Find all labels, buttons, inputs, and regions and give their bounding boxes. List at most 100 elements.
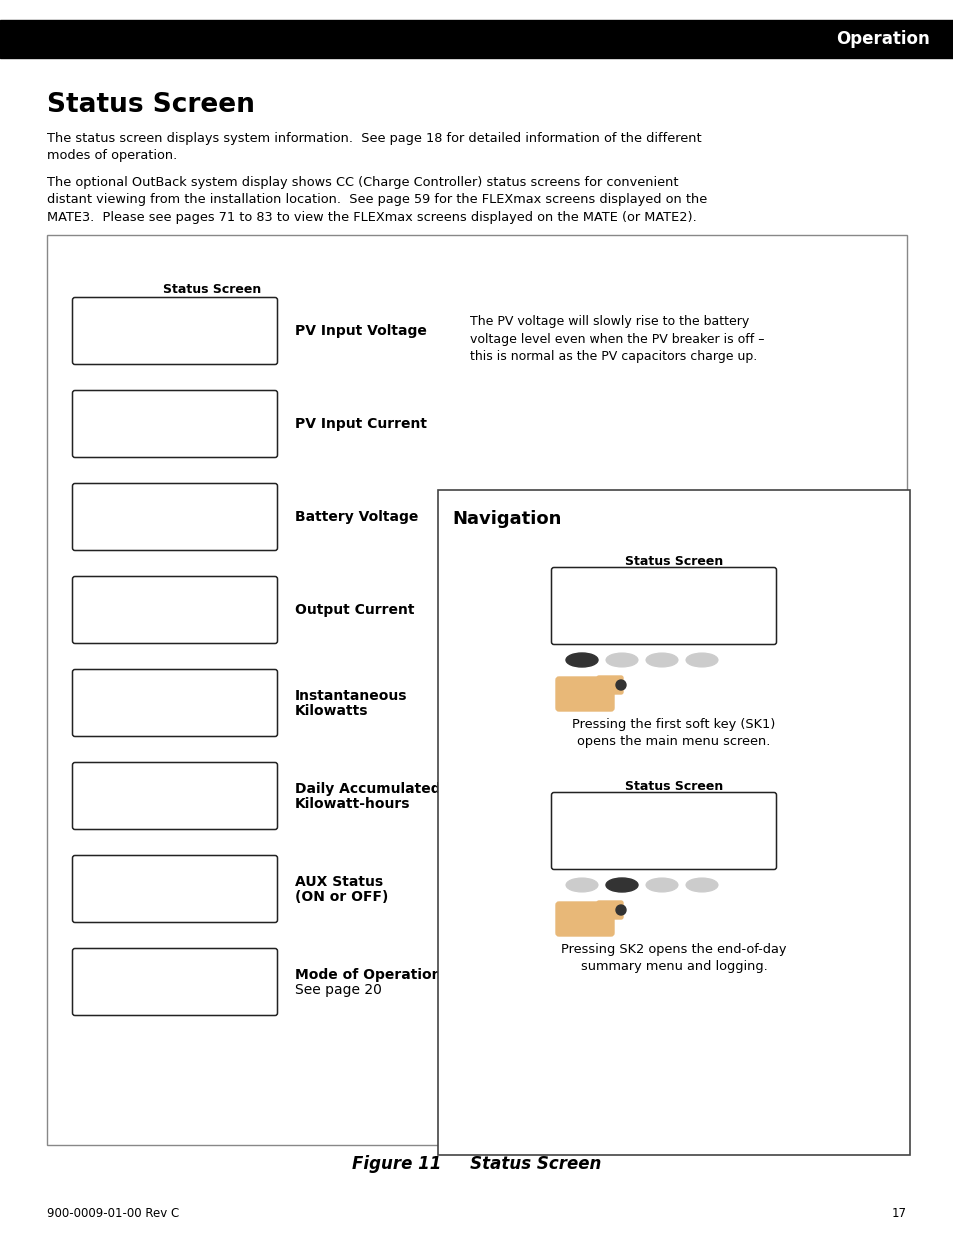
Ellipse shape (565, 653, 598, 667)
Text: 0.0 kWH: 0.0 kWH (194, 990, 236, 1000)
Text: AUX: OFF: AUX: OFF (567, 632, 614, 642)
Text: 0.0 A: 0.0 A (685, 824, 715, 834)
Text: 11.6V: 11.6V (131, 310, 161, 321)
Text: 0.0 kWH: 0.0 kWH (685, 840, 726, 851)
FancyBboxPatch shape (72, 948, 277, 1015)
Ellipse shape (685, 653, 718, 667)
Text: 0.0 A: 0.0 A (194, 776, 225, 785)
FancyBboxPatch shape (556, 677, 614, 711)
Text: Battery Voltage: Battery Voltage (294, 510, 418, 524)
Text: Out: Out (87, 976, 105, 986)
FancyBboxPatch shape (72, 577, 277, 643)
Text: In: In (87, 776, 99, 785)
Text: In: In (87, 496, 99, 506)
Text: In: In (567, 582, 578, 593)
Text: The status screen displays system information.  See page 18 for detailed informa: The status screen displays system inform… (47, 132, 700, 163)
FancyBboxPatch shape (597, 676, 622, 694)
FancyBboxPatch shape (72, 390, 277, 457)
Text: AUX: OFF: AUX: OFF (87, 911, 135, 921)
Text: Figure 11     Status Screen: Figure 11 Status Screen (352, 1155, 601, 1173)
FancyBboxPatch shape (72, 856, 277, 923)
Text: 13.8V: 13.8V (131, 325, 161, 335)
Text: The PV voltage will slowly rise to the battery
voltage level even when the PV br: The PV voltage will slowly rise to the b… (470, 315, 763, 363)
Text: In: In (87, 589, 99, 599)
Text: AUX: OFF: AUX: OFF (87, 446, 135, 456)
FancyBboxPatch shape (47, 235, 906, 1145)
Ellipse shape (616, 680, 625, 690)
Text: In: In (87, 310, 99, 321)
Text: In: In (87, 868, 99, 878)
Ellipse shape (565, 878, 598, 892)
Text: 0.0 kWH: 0.0 kWH (194, 897, 236, 906)
FancyBboxPatch shape (556, 902, 614, 936)
Text: Status Screen: Status Screen (163, 283, 261, 296)
Text: 13.8V: 13.8V (615, 599, 644, 609)
Text: Out: Out (87, 697, 105, 706)
Text: AUX: OFF: AUX: OFF (87, 725, 135, 735)
Text: Sleeping: Sleeping (194, 446, 243, 456)
Text: 0.0 A: 0.0 A (194, 310, 225, 321)
Text: AUX: OFF: AUX: OFF (87, 540, 135, 550)
Text: 13.8V: 13.8V (615, 824, 644, 834)
Text: 0.0 kWH: 0.0 kWH (194, 340, 236, 350)
Text: 13.8V: 13.8V (131, 883, 161, 893)
Text: 11.6V: 11.6V (615, 582, 644, 593)
Text: 0.0 A: 0.0 A (194, 325, 225, 335)
Text: 11.6V: 11.6V (131, 589, 161, 599)
Text: 0.000 kW: 0.000 kW (109, 432, 157, 442)
Text: 13.8V: 13.8V (131, 417, 161, 427)
Text: PV Input Current: PV Input Current (294, 417, 427, 431)
FancyBboxPatch shape (551, 568, 776, 645)
Text: 900-0009-01-00 Rev C: 900-0009-01-00 Rev C (47, 1207, 179, 1220)
Text: 0.0 A: 0.0 A (194, 404, 225, 414)
Text: Pressing SK2 opens the end-of-day
summary menu and logging.: Pressing SK2 opens the end-of-day summar… (560, 944, 786, 973)
FancyBboxPatch shape (597, 902, 622, 919)
Text: 0.000 kW: 0.000 kW (109, 525, 157, 535)
Text: 0.0 kWH: 0.0 kWH (194, 804, 236, 814)
Text: 13.8V: 13.8V (131, 697, 161, 706)
Text: In: In (567, 808, 578, 818)
Text: The optional OutBack system display shows CC (Charge Controller) status screens : The optional OutBack system display show… (47, 177, 706, 224)
Text: 0.0 A: 0.0 A (194, 790, 225, 800)
Text: 0.000 kW: 0.000 kW (591, 615, 638, 625)
Text: 0.0 A: 0.0 A (685, 582, 715, 593)
Text: Kilowatts: Kilowatts (294, 704, 368, 718)
Text: AUX: OFF: AUX: OFF (87, 819, 135, 829)
Text: 0.0 kWH: 0.0 kWH (194, 618, 236, 629)
Text: 0.0 A: 0.0 A (194, 683, 225, 693)
Text: 13.8V: 13.8V (131, 511, 161, 521)
Text: 0.0 kWH: 0.0 kWH (685, 615, 726, 625)
Ellipse shape (616, 905, 625, 915)
Ellipse shape (645, 653, 678, 667)
Text: Sleeping: Sleeping (685, 857, 732, 867)
Text: In: In (87, 962, 99, 972)
Ellipse shape (605, 653, 638, 667)
FancyBboxPatch shape (72, 298, 277, 364)
Text: Out: Out (87, 883, 105, 893)
Text: Out: Out (567, 599, 584, 609)
Text: Sleeping: Sleeping (194, 353, 243, 363)
Text: 0.000 kW: 0.000 kW (109, 804, 157, 814)
Text: 11.6V: 11.6V (131, 496, 161, 506)
Text: Mode of Operation: Mode of Operation (294, 968, 441, 982)
Text: 0.000 kW: 0.000 kW (109, 618, 157, 629)
Text: AUX: OFF: AUX: OFF (87, 632, 135, 642)
Text: 13.8V: 13.8V (131, 976, 161, 986)
Text: PV Input Voltage: PV Input Voltage (294, 324, 426, 338)
Text: 11.6V: 11.6V (131, 776, 161, 785)
Text: 0.0 A: 0.0 A (685, 808, 715, 818)
Text: 0.000 kW: 0.000 kW (109, 711, 157, 721)
Text: 0.0 A: 0.0 A (194, 962, 225, 972)
Text: Sleeping: Sleeping (194, 819, 243, 829)
Text: Output Current: Output Current (294, 603, 414, 618)
Text: 0.0 kWH: 0.0 kWH (194, 432, 236, 442)
Text: 0.0 A: 0.0 A (194, 604, 225, 614)
Text: Out: Out (87, 511, 105, 521)
Text: 0.0 A: 0.0 A (194, 417, 225, 427)
Text: Navigation: Navigation (452, 510, 560, 529)
Ellipse shape (685, 878, 718, 892)
Text: 0.000 kW: 0.000 kW (591, 840, 638, 851)
Text: 13.8V: 13.8V (131, 790, 161, 800)
Bar (0, 20, 953, 58)
Text: In: In (87, 683, 99, 693)
